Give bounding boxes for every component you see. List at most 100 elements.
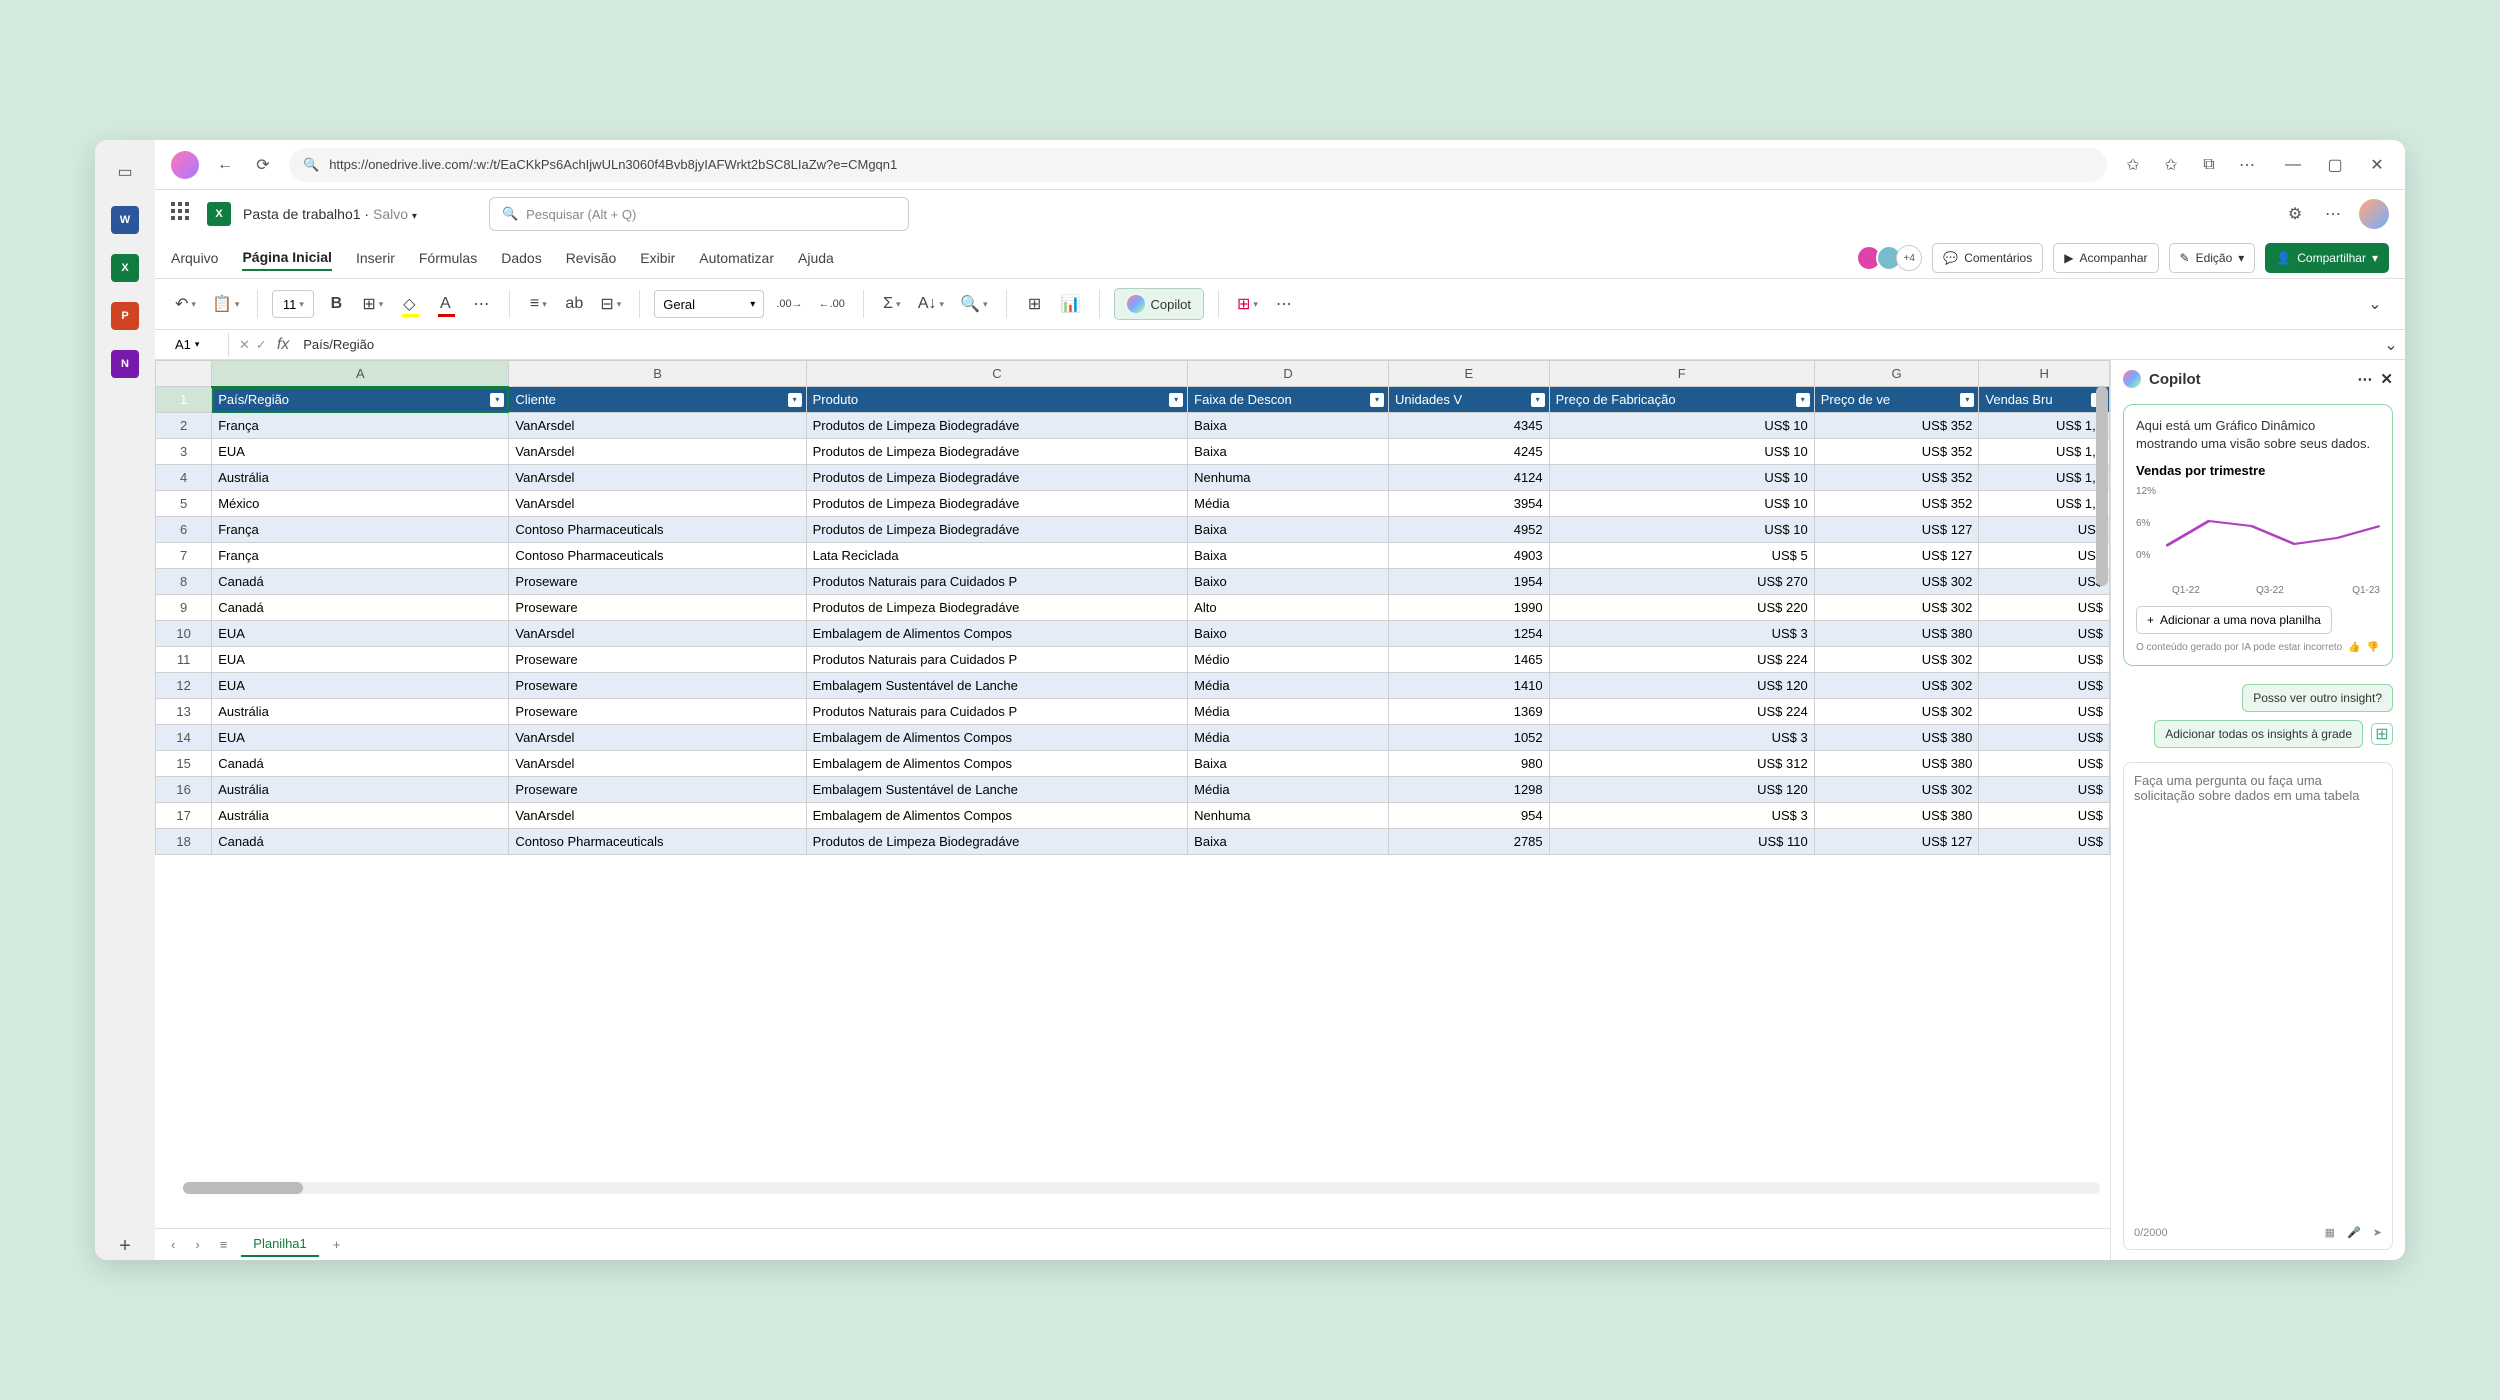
- table-cell[interactable]: 4124: [1388, 465, 1549, 491]
- row-number[interactable]: 5: [156, 491, 212, 517]
- table-cell[interactable]: US$ 224: [1549, 699, 1814, 725]
- table-cell[interactable]: Produtos Naturais para Cuidados P: [806, 569, 1188, 595]
- more-collaborators[interactable]: +4: [1896, 245, 1922, 271]
- table-cell[interactable]: 1990: [1388, 595, 1549, 621]
- table-cell[interactable]: Lata Reciclada: [806, 543, 1188, 569]
- send-button[interactable]: ➤: [2373, 1226, 2382, 1239]
- maximize-button[interactable]: ▢: [2323, 153, 2347, 177]
- minimize-button[interactable]: —: [2281, 153, 2305, 177]
- decrease-decimal-button[interactable]: ←.00: [815, 289, 849, 319]
- table-cell[interactable]: Média: [1188, 699, 1389, 725]
- font-size-input[interactable]: 11: [272, 290, 314, 318]
- powerpoint-app-icon[interactable]: P: [111, 302, 139, 330]
- format-table-button[interactable]: ⊞: [1233, 289, 1262, 319]
- row-number[interactable]: 11: [156, 647, 212, 673]
- addins-button[interactable]: ⊞: [1021, 289, 1049, 319]
- copilot-more-button[interactable]: ⋯: [2357, 370, 2372, 388]
- row-number[interactable]: 10: [156, 621, 212, 647]
- find-button[interactable]: 🔍: [956, 289, 991, 319]
- table-cell[interactable]: Baixa: [1188, 543, 1389, 569]
- all-sheets-button[interactable]: ≡: [214, 1235, 234, 1254]
- table-cell[interactable]: US$: [1979, 595, 2110, 621]
- table-cell[interactable]: US$ 3: [1549, 803, 1814, 829]
- table-cell[interactable]: Proseware: [509, 647, 806, 673]
- table-cell[interactable]: US$ 302: [1814, 699, 1979, 725]
- more-icon[interactable]: ⋯: [2235, 153, 2259, 177]
- table-cell[interactable]: VanArsdel: [509, 751, 806, 777]
- table-cell[interactable]: França: [212, 413, 509, 439]
- editing-mode-button[interactable]: ✎Edição ▾: [2169, 243, 2256, 273]
- row-number[interactable]: 2: [156, 413, 212, 439]
- filter-icon[interactable]: ▾: [788, 393, 802, 407]
- table-cell[interactable]: US$ 3: [1549, 621, 1814, 647]
- tab-exibir[interactable]: Exibir: [640, 246, 675, 270]
- table-cell[interactable]: US$ 302: [1814, 647, 1979, 673]
- wrap-text-button[interactable]: ab: [560, 289, 588, 319]
- grid-icon[interactable]: ⊞: [2371, 723, 2393, 745]
- table-header-cell[interactable]: Preço de Fabricação▾: [1549, 387, 1814, 413]
- table-cell[interactable]: Canadá: [212, 569, 509, 595]
- table-cell[interactable]: US$ 352: [1814, 465, 1979, 491]
- table-cell[interactable]: US$ 270: [1549, 569, 1814, 595]
- table-cell[interactable]: Produtos Naturais para Cuidados P: [806, 699, 1188, 725]
- fill-color-button[interactable]: ◇: [395, 289, 423, 319]
- table-cell[interactable]: US$ 1,4: [1979, 439, 2110, 465]
- table-cell[interactable]: US$ 220: [1549, 595, 1814, 621]
- document-title[interactable]: Pasta de trabalho1 · Salvo ▾: [243, 206, 417, 222]
- table-cell[interactable]: Baixa: [1188, 517, 1389, 543]
- column-header[interactable]: B: [509, 361, 806, 387]
- table-cell[interactable]: US$ 380: [1814, 751, 1979, 777]
- table-cell[interactable]: Médio: [1188, 647, 1389, 673]
- row-number[interactable]: 6: [156, 517, 212, 543]
- table-cell[interactable]: Produtos Naturais para Cuidados P: [806, 647, 1188, 673]
- user-avatar[interactable]: [2359, 199, 2389, 229]
- cancel-fx-button[interactable]: ✕: [239, 337, 250, 353]
- table-cell[interactable]: Produtos de Limpeza Biodegradáve: [806, 413, 1188, 439]
- table-cell[interactable]: US$: [1979, 673, 2110, 699]
- table-cell[interactable]: US$ 127: [1814, 517, 1979, 543]
- table-cell[interactable]: 2785: [1388, 829, 1549, 855]
- table-cell[interactable]: US$ 127: [1814, 543, 1979, 569]
- table-cell[interactable]: Austrália: [212, 777, 509, 803]
- table-cell[interactable]: VanArsdel: [509, 491, 806, 517]
- spreadsheet-grid[interactable]: ABCDEFGH1País/Região▾Cliente▾Produto▾Fai…: [155, 360, 2110, 1228]
- copilot-input-box[interactable]: 0/2000 ▦ 🎤 ➤: [2123, 762, 2393, 1250]
- files-icon[interactable]: ▭: [111, 158, 139, 186]
- table-cell[interactable]: VanArsdel: [509, 803, 806, 829]
- table-cell[interactable]: Alto: [1188, 595, 1389, 621]
- table-cell[interactable]: 1954: [1388, 569, 1549, 595]
- table-cell[interactable]: EUA: [212, 673, 509, 699]
- copilot-close-button[interactable]: ✕: [2380, 370, 2393, 388]
- table-cell[interactable]: US$: [1979, 647, 2110, 673]
- close-window-button[interactable]: ✕: [2365, 153, 2389, 177]
- next-sheet-button[interactable]: ›: [189, 1235, 205, 1254]
- analyze-data-button[interactable]: 📊: [1057, 289, 1085, 319]
- table-cell[interactable]: Baixo: [1188, 621, 1389, 647]
- table-cell[interactable]: VanArsdel: [509, 413, 806, 439]
- table-cell[interactable]: Embalagem de Alimentos Compos: [806, 725, 1188, 751]
- formula-input[interactable]: País/Região: [297, 337, 2377, 352]
- table-header-cell[interactable]: Produto▾: [806, 387, 1188, 413]
- share-button[interactable]: 👤Compartilhar ▾: [2265, 243, 2389, 273]
- more-font-button[interactable]: ⋯: [467, 289, 495, 319]
- add-sheet-button[interactable]: +: [327, 1235, 347, 1254]
- row-number[interactable]: 8: [156, 569, 212, 595]
- filter-icon[interactable]: ▾: [1169, 393, 1183, 407]
- table-cell[interactable]: US$ 10: [1549, 517, 1814, 543]
- table-cell[interactable]: Canadá: [212, 829, 509, 855]
- suggestion-another-insight[interactable]: Posso ver outro insight?: [2242, 684, 2393, 712]
- table-cell[interactable]: Produtos de Limpeza Biodegradáve: [806, 439, 1188, 465]
- table-cell[interactable]: Baixa: [1188, 829, 1389, 855]
- row-number[interactable]: 17: [156, 803, 212, 829]
- table-cell[interactable]: EUA: [212, 725, 509, 751]
- row-number[interactable]: 15: [156, 751, 212, 777]
- tab-revisao[interactable]: Revisão: [566, 246, 617, 270]
- tab-inserir[interactable]: Inserir: [356, 246, 395, 270]
- table-cell[interactable]: EUA: [212, 621, 509, 647]
- table-cell[interactable]: Baixa: [1188, 413, 1389, 439]
- increase-decimal-button[interactable]: .00→: [772, 289, 806, 319]
- word-app-icon[interactable]: W: [111, 206, 139, 234]
- table-cell[interactable]: US$: [1979, 777, 2110, 803]
- row-number[interactable]: 16: [156, 777, 212, 803]
- row-number[interactable]: 12: [156, 673, 212, 699]
